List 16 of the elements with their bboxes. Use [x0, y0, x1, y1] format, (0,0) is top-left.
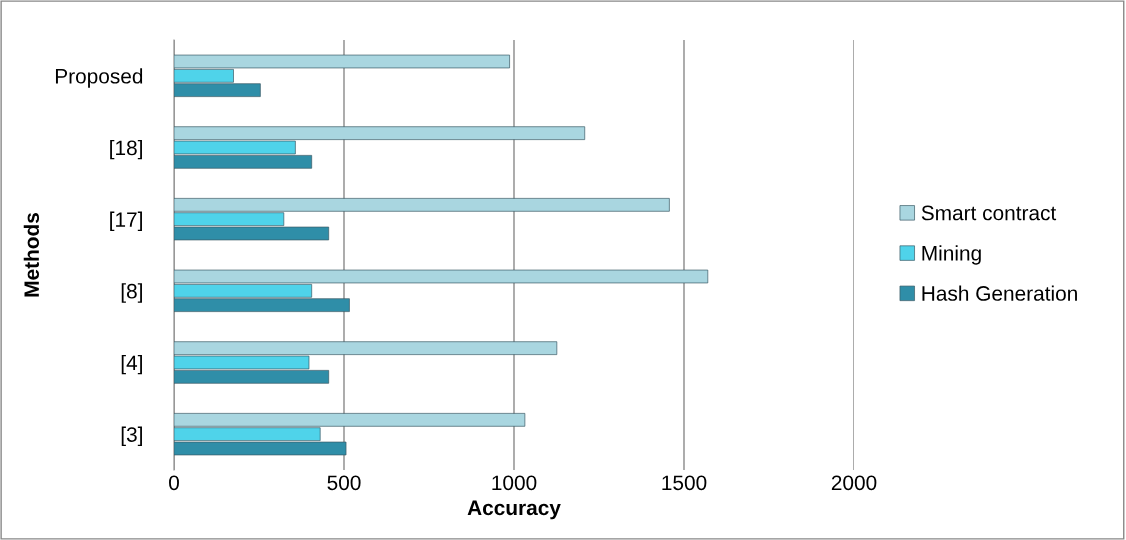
x-tick-label: 500: [327, 475, 361, 491]
legend-label: Hash Generation: [922, 285, 1077, 301]
y-tick-label: [4]: [121, 354, 142, 375]
x-tick-label: 2000: [831, 475, 877, 491]
x-axis-title: Accuracy: [467, 500, 561, 520]
y-tick-label: [18]: [110, 139, 142, 160]
x-tick-label: 1000: [492, 475, 537, 491]
y-tick-label: [8]: [121, 283, 142, 303]
x-tick-label: 1500: [662, 475, 707, 491]
y-tick-label: Proposed: [55, 68, 143, 88]
legend-label: Mining: [922, 245, 981, 265]
y-axis-title: Methods: [23, 213, 40, 297]
y-tick-label: [3]: [121, 426, 142, 447]
x-tick-label: 0: [169, 475, 179, 491]
y-tick-label: [17]: [110, 211, 142, 232]
legend-label: Smart contract: [921, 205, 1057, 221]
